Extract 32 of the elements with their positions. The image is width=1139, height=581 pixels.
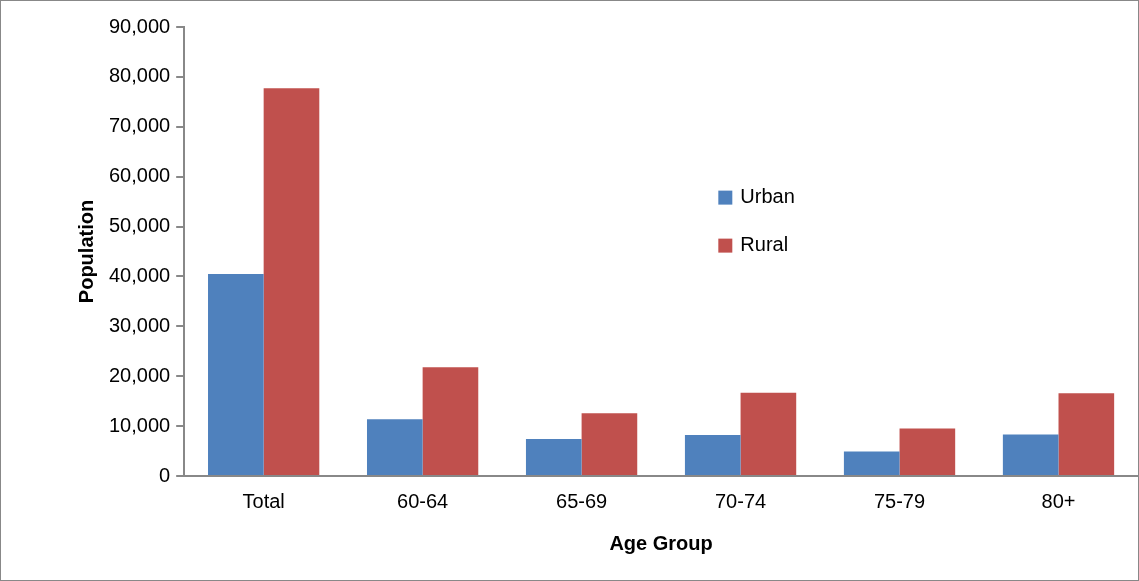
y-tick-label: 80,000 bbox=[109, 64, 171, 87]
x-tick-label: 65-69 bbox=[556, 489, 608, 512]
bar bbox=[899, 428, 956, 475]
x-tick-label: Total bbox=[242, 489, 285, 512]
bar bbox=[422, 367, 479, 475]
y-tick-label: 40,000 bbox=[109, 263, 171, 286]
y-tick-label: 90,000 bbox=[109, 14, 171, 37]
legend-label: Rural bbox=[740, 233, 789, 256]
x-tick-label: 75-79 bbox=[873, 489, 926, 512]
x-tick-label: 80+ bbox=[1041, 489, 1076, 512]
y-tick-label: 10,000 bbox=[109, 413, 171, 436]
y-tick-label: 60,000 bbox=[109, 164, 171, 187]
bar bbox=[525, 439, 582, 475]
y-tick-label: 70,000 bbox=[109, 114, 171, 137]
y-tick-label: 0 bbox=[159, 463, 171, 486]
bar bbox=[740, 392, 797, 475]
bar bbox=[366, 419, 423, 475]
y-tick-label: 30,000 bbox=[109, 313, 171, 336]
bar bbox=[208, 273, 264, 475]
x-tick-label: 60-64 bbox=[397, 489, 449, 512]
y-tick-label: 50,000 bbox=[109, 214, 171, 237]
bar bbox=[263, 88, 320, 475]
bar bbox=[843, 451, 900, 475]
y-axis-title: Population bbox=[74, 199, 97, 304]
bar bbox=[684, 435, 741, 475]
x-tick-label: 70-74 bbox=[714, 489, 767, 512]
x-axis-title: Age Group bbox=[609, 531, 713, 554]
bar bbox=[1058, 393, 1115, 475]
legend-label: Urban bbox=[740, 185, 795, 208]
bar bbox=[1002, 434, 1059, 475]
bar bbox=[581, 413, 638, 475]
y-tick-label: 20,000 bbox=[109, 363, 171, 386]
